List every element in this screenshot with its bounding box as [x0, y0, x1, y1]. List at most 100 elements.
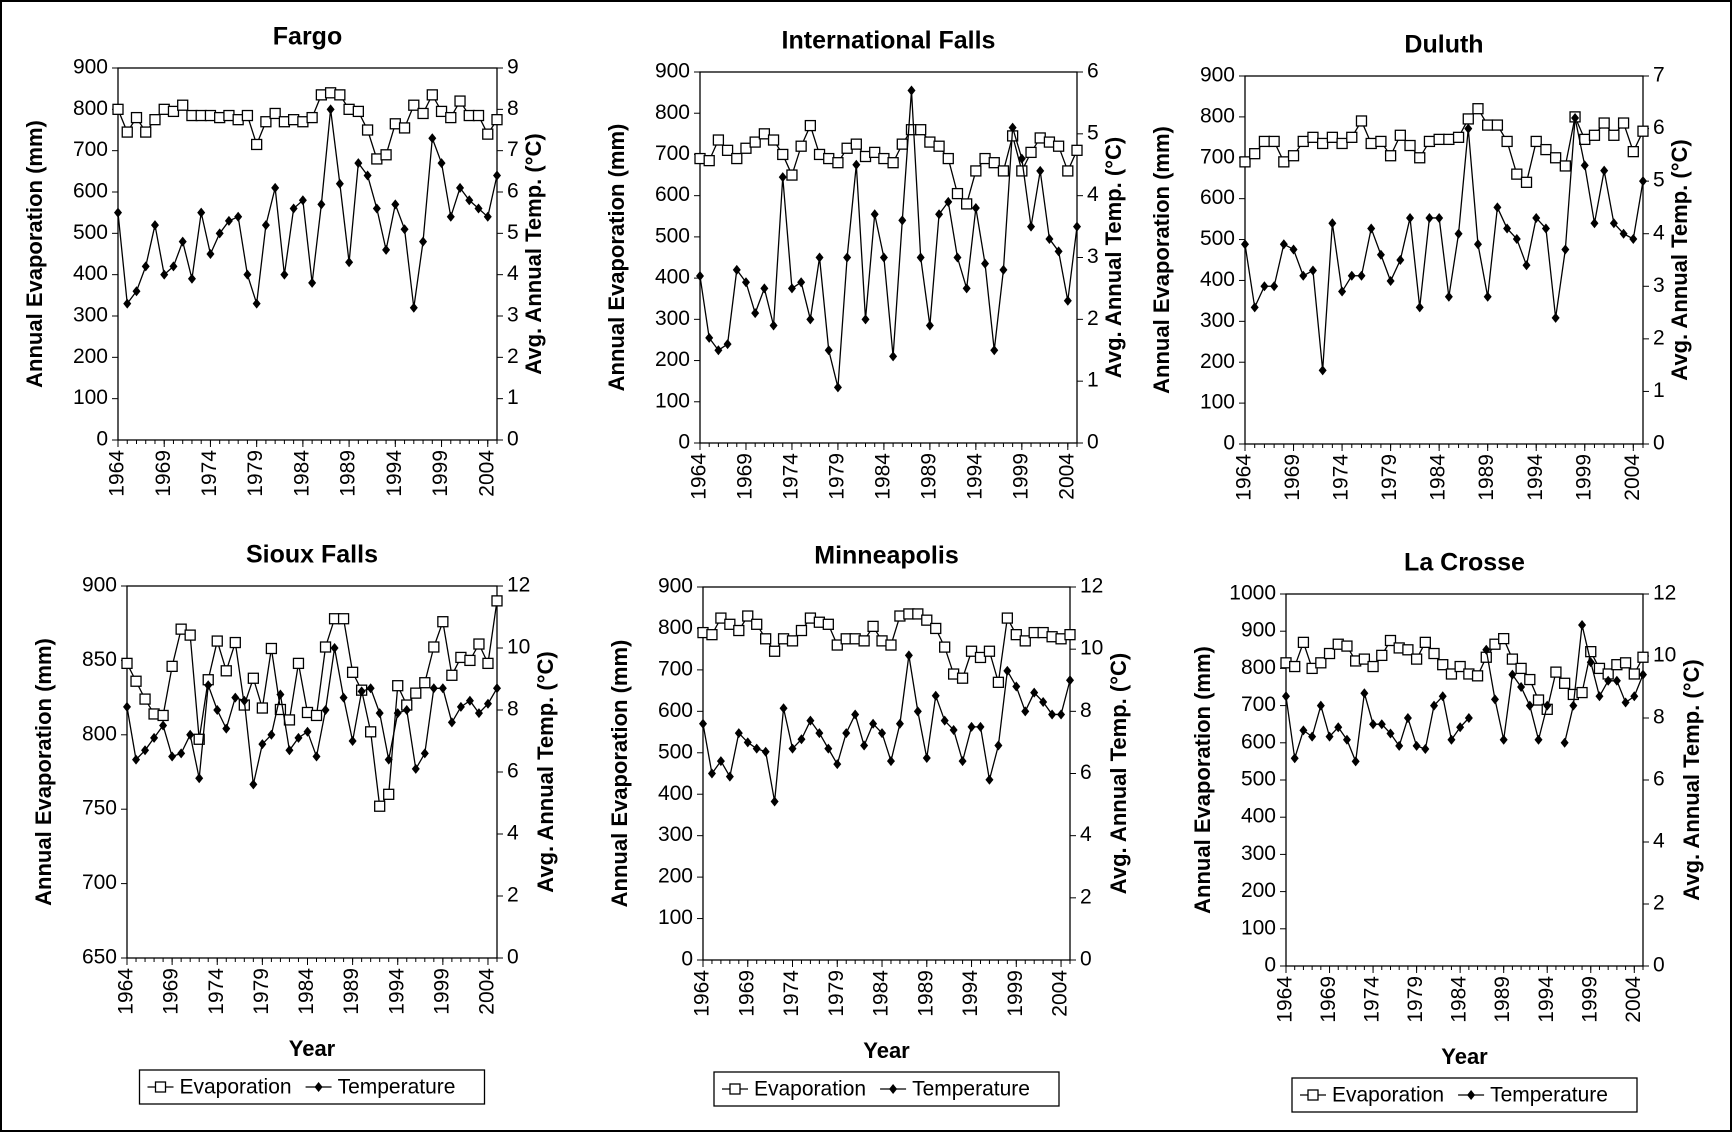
y-tick-label: 1000 — [1229, 582, 1276, 605]
y-tick-label: 400 — [658, 782, 693, 805]
data-point — [1524, 673, 1536, 686]
x-tick-label: 1964 — [688, 453, 711, 500]
data-point — [1346, 131, 1358, 143]
data-point — [223, 109, 235, 122]
data-point — [345, 257, 354, 268]
y-tick-label: 700 — [1200, 145, 1235, 168]
y-tick-label: 750 — [82, 797, 117, 820]
data-point — [1419, 636, 1431, 649]
data-point — [1498, 632, 1510, 645]
data-point — [1403, 713, 1412, 723]
y2-tick-label: 2 — [1653, 326, 1665, 349]
data-point — [1071, 144, 1083, 156]
chart-title: Fargo — [273, 23, 342, 51]
data-point — [1395, 740, 1404, 751]
data-point — [833, 382, 842, 393]
data-point — [1501, 135, 1513, 148]
data-point — [365, 726, 377, 738]
data-point — [243, 269, 252, 280]
data-point — [348, 736, 357, 746]
data-point — [742, 610, 754, 622]
data-point — [168, 751, 177, 762]
data-point — [1585, 646, 1597, 658]
data-point — [456, 182, 465, 193]
x-tick-label: 1999 — [1009, 453, 1032, 500]
y2-tick-label: 1 — [1087, 369, 1099, 392]
x-tick-label: 1974 — [1330, 454, 1353, 501]
data-point — [935, 209, 944, 220]
data-point — [971, 203, 980, 214]
data-point — [267, 729, 276, 740]
data-point — [1003, 665, 1012, 676]
x-tick-label: 1969 — [152, 450, 175, 497]
data-point — [823, 152, 835, 165]
data-point — [289, 203, 298, 214]
data-point — [437, 158, 446, 169]
data-point — [1421, 744, 1430, 754]
y-tick-label: 100 — [655, 389, 690, 412]
data-point — [166, 660, 178, 673]
data-point — [276, 689, 285, 700]
x-tick-label: 1994 — [383, 450, 406, 497]
data-point — [1290, 753, 1299, 764]
data-point — [743, 737, 752, 748]
data-point — [324, 87, 337, 99]
data-point — [241, 109, 254, 122]
x-tick-label: 1994 — [385, 968, 408, 1015]
y2-tick-label: 9 — [507, 56, 519, 79]
data-point — [1471, 670, 1484, 682]
x-tick-label: 1964 — [1274, 976, 1297, 1023]
data-point — [265, 642, 278, 655]
data-point — [842, 728, 851, 739]
y2-tick-label: 4 — [1653, 221, 1665, 244]
data-point — [787, 283, 796, 294]
data-point — [795, 140, 807, 152]
data-point — [1001, 612, 1013, 624]
y-tick-label: 600 — [658, 699, 693, 722]
data-point — [1258, 135, 1271, 148]
data-point — [694, 152, 706, 165]
data-point — [770, 796, 779, 807]
data-point — [1406, 212, 1415, 223]
data-point — [1369, 719, 1378, 730]
data-point — [752, 743, 761, 754]
data-point — [1073, 221, 1081, 232]
data-point — [705, 332, 714, 343]
y-tick-label: 700 — [82, 871, 117, 894]
data-point — [214, 111, 226, 124]
data-point — [889, 351, 898, 362]
data-point — [1338, 286, 1347, 297]
data-point — [1559, 160, 1571, 172]
data-point — [795, 624, 808, 637]
y2-axis-label: Avg. Annual Temp. (°C) — [1679, 659, 1704, 900]
data-point — [1561, 244, 1570, 255]
data-point — [740, 142, 752, 154]
data-point — [1580, 160, 1589, 171]
data-point — [1279, 239, 1288, 250]
data-point — [1578, 620, 1587, 630]
chart-title: Sioux Falls — [246, 541, 378, 569]
data-point — [483, 211, 492, 222]
y2-tick-label: 12 — [1653, 582, 1676, 605]
x-tick-label: 1989 — [1491, 976, 1514, 1023]
data-point — [1437, 659, 1449, 671]
data-point — [123, 298, 132, 309]
data-point — [913, 706, 922, 717]
data-point — [326, 104, 335, 115]
data-point — [132, 754, 141, 765]
y-axis-label: Annual Evaporation (mm) — [604, 124, 629, 392]
data-point — [1326, 131, 1339, 143]
data-point — [374, 800, 386, 812]
data-point — [841, 142, 853, 154]
data-point — [391, 199, 400, 210]
data-point — [1560, 737, 1569, 748]
data-point — [924, 136, 936, 148]
data-point — [1021, 706, 1030, 717]
y2-tick-label: 6 — [1087, 60, 1099, 83]
data-point — [961, 198, 973, 210]
legend-marker — [154, 1081, 167, 1093]
data-point — [400, 224, 409, 235]
data-point — [1404, 139, 1416, 152]
data-point — [1447, 734, 1456, 745]
